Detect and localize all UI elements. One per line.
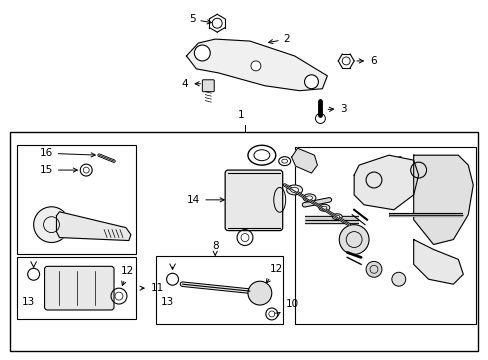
FancyBboxPatch shape	[44, 266, 114, 310]
Polygon shape	[413, 155, 472, 244]
Polygon shape	[56, 212, 131, 240]
Text: 12: 12	[121, 266, 134, 285]
Ellipse shape	[332, 214, 342, 220]
FancyBboxPatch shape	[202, 80, 214, 92]
Ellipse shape	[286, 185, 302, 195]
Circle shape	[250, 61, 260, 71]
FancyBboxPatch shape	[224, 170, 282, 231]
Text: 11: 11	[140, 283, 163, 293]
Circle shape	[391, 272, 405, 286]
Text: 14: 14	[187, 195, 224, 205]
Text: 12: 12	[265, 264, 283, 283]
Text: 15: 15	[40, 165, 77, 175]
Bar	[294, 147, 475, 324]
Text: 6: 6	[356, 56, 376, 66]
Bar	[10, 132, 477, 351]
Text: 16: 16	[40, 148, 95, 158]
Circle shape	[34, 207, 69, 243]
Polygon shape	[291, 148, 317, 173]
Text: 13: 13	[161, 297, 174, 307]
Text: 10: 10	[275, 299, 298, 317]
Text: 5: 5	[188, 14, 211, 24]
Circle shape	[366, 261, 381, 277]
Text: 8: 8	[211, 242, 218, 255]
Ellipse shape	[318, 204, 329, 211]
Circle shape	[339, 225, 368, 255]
Ellipse shape	[334, 215, 339, 218]
Text: 2: 2	[268, 34, 290, 44]
Circle shape	[304, 75, 318, 89]
Polygon shape	[186, 39, 326, 91]
Text: 7: 7	[394, 155, 402, 168]
Bar	[17, 145, 136, 255]
Text: 13: 13	[21, 297, 35, 307]
Text: 1: 1	[237, 111, 244, 121]
Bar	[155, 256, 282, 324]
Circle shape	[247, 281, 271, 305]
Circle shape	[194, 45, 210, 61]
Polygon shape	[413, 239, 462, 284]
Ellipse shape	[321, 206, 326, 209]
Bar	[17, 257, 136, 319]
Ellipse shape	[306, 196, 312, 200]
Text: 4: 4	[182, 79, 200, 89]
Ellipse shape	[290, 188, 298, 192]
Text: 3: 3	[327, 104, 346, 113]
Ellipse shape	[303, 194, 315, 202]
Polygon shape	[353, 155, 418, 210]
Text: 9: 9	[241, 212, 248, 229]
